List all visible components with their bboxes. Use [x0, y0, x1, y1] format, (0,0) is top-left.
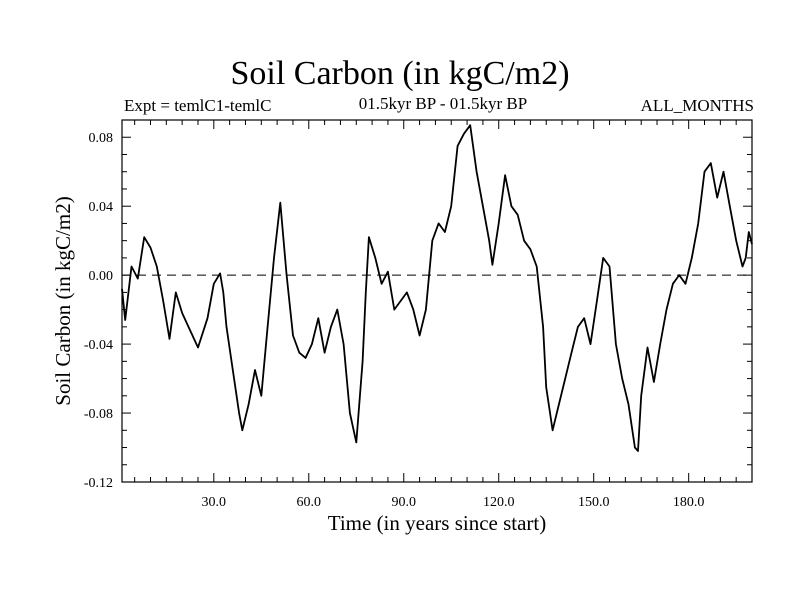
x-tick-label: 90.0	[392, 495, 417, 510]
series-line-soil-carbon	[121, 124, 753, 452]
y-tick-label: 0.08	[89, 131, 114, 146]
x-tick-label: 30.0	[202, 495, 227, 510]
plot-frame	[121, 119, 753, 483]
axis-ticks	[122, 119, 752, 483]
x-axis-label: Time (in years since start)	[328, 511, 547, 535]
y-tick-label: -0.04	[84, 338, 113, 353]
chart-title: Soil Carbon (in kgC/m2)	[230, 55, 570, 92]
period-label: 01.5kyr BP - 01.5kyr BP	[358, 94, 528, 113]
y-axis-label: Soil Carbon (in kgC/m2)	[51, 196, 75, 405]
x-tick-label: 180.0	[673, 495, 705, 510]
months-label: ALL_MONTHS	[640, 96, 754, 115]
x-tick-label: 120.0	[483, 495, 515, 510]
tick-labels: 30.0 60.0 90.0 120.0 150.0 180.0 -0.12 -0.08 -0.…	[84, 131, 705, 510]
y-tick-label: -0.08	[84, 407, 113, 422]
experiment-label: Expt = temlC1-temlC	[124, 96, 272, 115]
y-tick-label: 0.00	[89, 269, 114, 284]
x-tick-label: 150.0	[578, 495, 610, 510]
y-tick-label: 0.04	[89, 200, 114, 215]
x-tick-label: 60.0	[297, 495, 322, 510]
y-tick-label: -0.12	[84, 476, 113, 491]
